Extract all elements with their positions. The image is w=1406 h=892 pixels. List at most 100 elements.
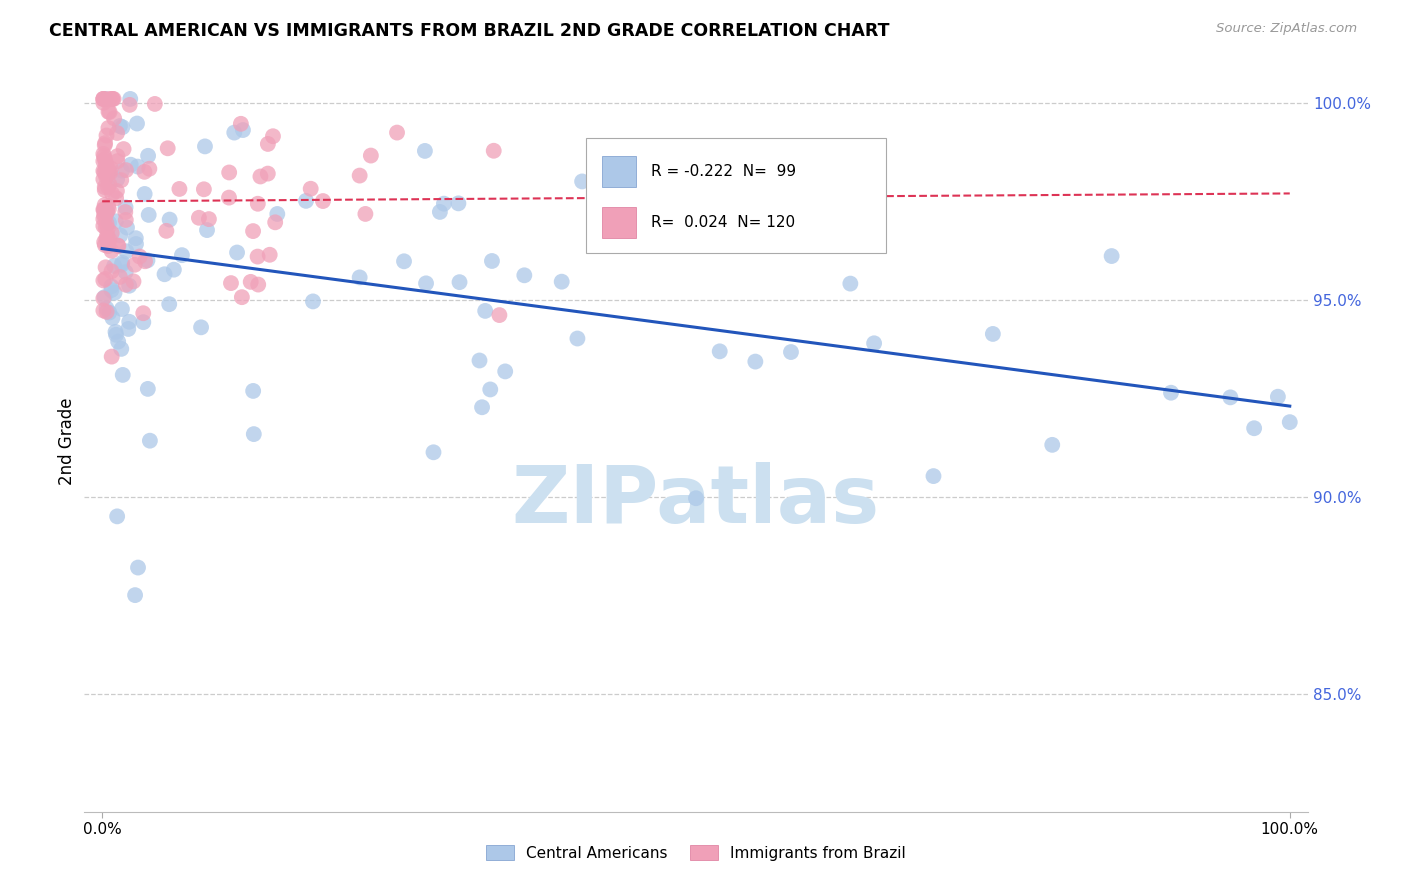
Point [1243,421,1265,435]
Point [468,353,491,368]
Point [385,126,408,140]
Point [194,139,217,153]
Point [100,226,122,240]
Point [111,301,134,316]
Point [312,194,335,208]
Point [98,305,121,319]
Point [101,310,124,325]
Point [93,95,115,110]
Point [474,304,496,318]
Point [218,191,240,205]
Point [101,92,124,106]
Point [115,220,138,235]
Point [114,200,136,214]
Point [1160,385,1182,400]
Point [94,162,117,177]
Point [1101,249,1123,263]
Point [231,290,253,304]
Point [96,204,118,219]
Point [242,224,264,238]
Point [134,165,156,179]
Point [111,120,134,135]
Point [94,183,117,197]
Point [134,186,156,201]
Point [111,368,134,382]
Point [105,191,128,205]
Point [110,173,132,187]
Point [93,235,115,249]
Point [981,326,1004,341]
Point [299,182,322,196]
Point [96,128,118,143]
Point [256,167,278,181]
Point [96,216,118,230]
Point [94,155,117,169]
Point [94,238,117,252]
Point [163,262,186,277]
Text: CENTRAL AMERICAN VS IMMIGRANTS FROM BRAZIL 2ND GRADE CORRELATION CHART: CENTRAL AMERICAN VS IMMIGRANTS FROM BRAZ… [49,22,890,40]
Point [105,509,128,524]
Point [100,264,122,278]
Point [839,277,862,291]
Point [447,196,470,211]
Point [1278,415,1301,429]
Point [266,207,288,221]
Point [96,205,118,219]
Point [112,142,135,156]
Point [226,245,249,260]
Point [349,270,371,285]
Text: ZIPatlas: ZIPatlas [512,462,880,540]
Point [93,164,115,178]
Point [97,239,120,253]
Point [567,331,589,345]
Point [242,384,264,398]
Point [551,275,574,289]
Point [97,221,120,235]
Text: R=  0.024  N= 120: R= 0.024 N= 120 [651,215,794,230]
Point [190,320,212,334]
Point [922,469,945,483]
Point [127,160,149,174]
Point [422,445,444,459]
Point [481,254,503,268]
Point [471,401,494,415]
Point [118,98,141,112]
Point [93,147,115,161]
Point [157,297,180,311]
Point [134,254,156,268]
Point [93,202,115,217]
Point [111,258,134,272]
Point [94,272,117,286]
Point [219,276,242,290]
Point [104,325,127,339]
Point [93,198,115,212]
Point [98,165,121,179]
Point [159,212,181,227]
Point [94,209,117,223]
Point [1040,438,1063,452]
Point [117,322,139,336]
Point [114,213,136,227]
Point [1267,390,1289,404]
Point [93,165,115,179]
Point [224,126,246,140]
Point [169,182,191,196]
Point [118,278,141,293]
Point [138,161,160,176]
Point [98,216,121,230]
Point [93,92,115,106]
Point [93,209,115,223]
Point [105,327,128,342]
Point [97,104,120,119]
Point [488,308,510,322]
Point [262,129,284,144]
Point [863,336,886,351]
Point [122,274,145,288]
Point [96,301,118,316]
Point [93,292,115,306]
Point [98,92,121,106]
Point [114,205,136,219]
Point [105,126,128,140]
Text: Source: ZipAtlas.com: Source: ZipAtlas.com [1216,22,1357,36]
Point [392,254,415,268]
